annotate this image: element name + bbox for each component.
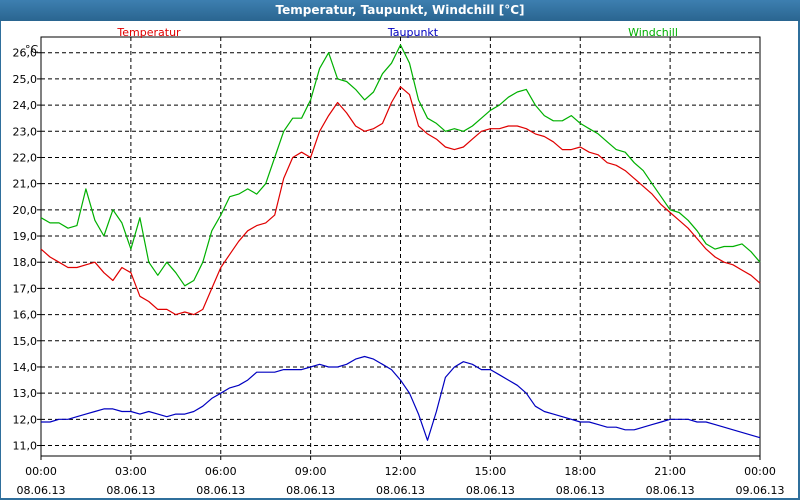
y-tick-label: 21,0 bbox=[13, 178, 38, 191]
x-tick-date-label: 08.06.13 bbox=[196, 484, 245, 497]
y-tick-label: 24,0 bbox=[13, 99, 38, 112]
y-tick-label: 11,0 bbox=[13, 440, 38, 453]
x-tick-date-label: 08.06.13 bbox=[286, 484, 335, 497]
x-tick-date-label: 08.06.13 bbox=[466, 484, 515, 497]
legend-entry-temperatur: Temperatur bbox=[116, 26, 181, 39]
y-tick-label: 23,0 bbox=[13, 125, 38, 138]
chart-title: Temperatur, Taupunkt, Windchill [°C] bbox=[0, 0, 800, 21]
x-tick-date-label: 08.06.13 bbox=[17, 484, 66, 497]
y-tick-label: 26,0 bbox=[13, 47, 38, 60]
y-tick-label: 13,0 bbox=[13, 387, 38, 400]
y-tick-label: 12,0 bbox=[13, 413, 38, 426]
y-tick-label: 16,0 bbox=[13, 309, 38, 322]
chart-svg: 26,0 25,0 24,0 23,0 22,0 21,0 20,0 19,0 18,0 17,0… bbox=[13, 26, 785, 497]
plot-area bbox=[41, 37, 760, 456]
y-tick-label: 14,0 bbox=[13, 361, 38, 374]
x-tick-time-label: 12:00 bbox=[385, 465, 417, 478]
x-tick-time-label: 03:00 bbox=[115, 465, 147, 478]
x-tick-date-label: 08.06.13 bbox=[556, 484, 605, 497]
series-line-taupunkt bbox=[41, 355, 761, 441]
x-tick-time-label: 21:00 bbox=[654, 465, 686, 478]
x-tick-time-label: 06:00 bbox=[205, 465, 237, 478]
x-tick-date-label: 08.06.13 bbox=[106, 484, 155, 497]
plot-frame bbox=[40, 36, 761, 457]
y-tick-label: 22,0 bbox=[13, 151, 38, 164]
y-tick-label: 15,0 bbox=[13, 335, 38, 348]
x-tick-time-label: 09:00 bbox=[295, 465, 327, 478]
y-tick-label: 19,0 bbox=[13, 230, 38, 243]
x-tick-date-label: 08.06.13 bbox=[646, 484, 695, 497]
x-tick-time-label: 00:00 bbox=[25, 465, 57, 478]
x-tick-date-label: 08.06.13 bbox=[376, 484, 425, 497]
x-tick-time-label: 18:00 bbox=[564, 465, 596, 478]
y-tick-label: 18,0 bbox=[13, 256, 38, 269]
series-line-temperatur bbox=[40, 86, 761, 316]
legend-entry-taupunkt: Taupunkt bbox=[387, 26, 439, 39]
x-tick-time-label: 15:00 bbox=[475, 465, 507, 478]
y-axis-label: °C bbox=[25, 43, 39, 56]
legend-entry-windchill: Windchill bbox=[628, 26, 678, 39]
series-line-windchill bbox=[40, 44, 761, 287]
x-tick-date-label: 09.06.13 bbox=[736, 484, 785, 497]
x-tick-time-label: 00:00 bbox=[744, 465, 776, 478]
y-tick-label: 25,0 bbox=[13, 73, 38, 86]
y-tick-label: 17,0 bbox=[13, 282, 38, 295]
chart-panel: 26,0 25,0 24,0 23,0 22,0 21,0 20,0 19,0 18,0 17,0… bbox=[1, 21, 798, 498]
y-tick-label: 20,0 bbox=[13, 204, 38, 217]
